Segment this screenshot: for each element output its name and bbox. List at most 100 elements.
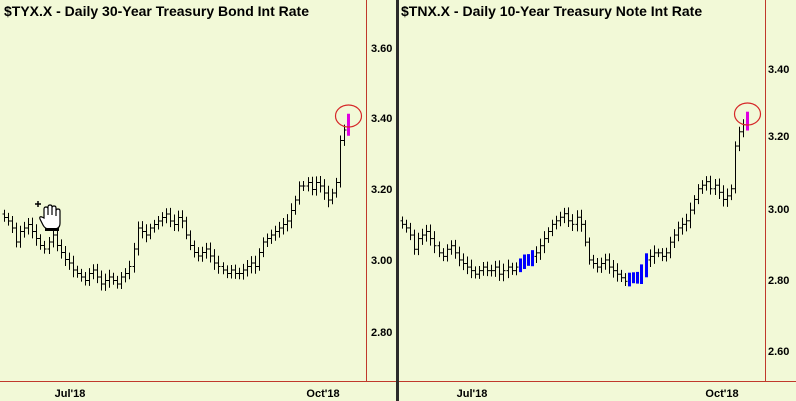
tyx-ohlc-bar (233, 264, 238, 279)
tyx-ohlc-bar (342, 124, 347, 146)
tyx-ohlc-bar (212, 249, 217, 270)
tnx-ohlc-bar (721, 185, 726, 207)
tnx-price-bars (400, 102, 762, 287)
tnx-ohlc-bar (583, 220, 588, 247)
tyx-ohlc-bar (63, 245, 68, 267)
tyx-ohlc-bar (318, 175, 323, 193)
tnx-ohlc-bar (623, 273, 628, 286)
tnx-ohlc-bar (501, 263, 506, 282)
tnx-ohlc-bar (432, 231, 437, 254)
tnx-ohlc-bar (717, 178, 722, 199)
tnx-ohlc-bar (416, 232, 421, 256)
tnx-ytick-label: 3.40 (768, 64, 789, 76)
tyx-ohlc-bar (204, 242, 209, 259)
tnx-ohlc-bar (676, 221, 681, 242)
tnx-ohlc-bar (445, 244, 450, 262)
tnx-ohlc-bar (688, 202, 693, 229)
tnx-ohlc-bar (684, 213, 689, 232)
tnx-ohlc-bar (591, 254, 596, 269)
tyx-ohlc-bar (148, 223, 153, 240)
tnx-ohlc-bar (672, 229, 677, 249)
tyx-ohlc-bar (338, 135, 343, 188)
tyx-ohlc-bar (18, 225, 23, 248)
tnx-ohlc-bar (607, 253, 612, 274)
tnx-ohlc-bar (700, 180, 705, 194)
tyx-ohlc-bar (10, 216, 15, 233)
tyx-ohlc-bar (322, 179, 327, 200)
tnx-ohlc-bar (404, 219, 409, 233)
tnx-ohlc-bar (566, 207, 571, 228)
tnx-ohlc-bar (485, 261, 490, 277)
tyx-ohlc-bar (51, 229, 56, 248)
tnx-ohlc-bar (652, 245, 657, 264)
tnx-ohlc-bar (595, 258, 600, 273)
tyx-ohlc-bar (140, 221, 145, 239)
tnx-ohlc-bar (481, 262, 486, 276)
tyx-ohlc-bar (208, 242, 213, 263)
tnx-ohlc-bar (725, 188, 730, 207)
tyx-ohlc-bar (229, 265, 234, 279)
tnx-ohlc-bar (420, 228, 425, 245)
tyx-ohlc-bar (172, 214, 177, 232)
tyx-ohlc-bar (71, 255, 76, 278)
tnx-ohlc-bar (562, 207, 567, 224)
tnx-ohlc-bar (473, 266, 478, 279)
tyx-ohlc-bar (196, 247, 201, 262)
tyx-ohlc-bar (192, 240, 197, 258)
tnx-ohlc-bar (469, 259, 474, 279)
tnx-ohlc-bar (489, 264, 494, 277)
tyx-ohlc-bar (310, 176, 315, 196)
tyx-ohlc-bar (99, 270, 104, 291)
cursor-hand-icon (35, 201, 61, 231)
tnx-ohlc-bar (408, 222, 413, 241)
tyx-ohlc-bar (87, 268, 92, 286)
tyx-ohlc-bar (314, 176, 319, 196)
tyx-ohlc-bar (2, 209, 7, 222)
tnx-ohlc-bar (510, 262, 515, 275)
tyx-ohlc-bar (253, 255, 258, 274)
tyx-ohlc-bar (132, 242, 137, 273)
tyx-ohlc-bar (30, 217, 35, 239)
tnx-ohlc-bar (737, 126, 742, 152)
tyx-ohlc-bar (297, 181, 302, 205)
tnx-xtick-label: Oct'18 (705, 388, 738, 400)
tyx-time-axis: Jul'18 Oct'18 (55, 388, 340, 400)
tyx-ohlc-bar (306, 177, 311, 192)
tnx-ohlc-bar (437, 241, 442, 258)
tnx-ohlc-bar (696, 184, 701, 205)
tnx-ohlc-bar (477, 265, 482, 279)
tnx-ohlc-bar (550, 219, 555, 237)
tnx-ohlc-bar (457, 246, 462, 267)
tnx-ohlc-bar (534, 246, 539, 264)
tyx-xtick-label: Jul'18 (55, 388, 86, 400)
tyx-ohlc-bar (42, 240, 47, 254)
tyx-ohlc-bar (277, 221, 282, 238)
tnx-ohlc-bar (664, 247, 669, 262)
tyx-ohlc-bar (261, 237, 266, 258)
tnx-ytick-label: 2.80 (768, 275, 789, 287)
tnx-ohlc-bar (453, 239, 458, 259)
tnx-ohlc-bar (493, 260, 498, 277)
tyx-ohlc-bar (156, 216, 161, 230)
tyx-ohlc-bar (26, 217, 31, 235)
tyx-ohlc-bar (22, 221, 27, 238)
tnx-ohlc-bar (668, 236, 673, 259)
tyx-ohlc-bar (136, 221, 141, 256)
tyx-ohlc-bar (83, 272, 88, 286)
tnx-ohlc-bar (713, 178, 718, 196)
tyx-ohlc-bar (115, 275, 120, 289)
tyx-ohlc-bar (269, 229, 274, 244)
tyx-ohlc-bar (245, 259, 250, 277)
tyx-ytick-label: 3.60 (371, 43, 392, 55)
tnx-chart-title: $TNX.X - Daily 10-Year Treasury Note Int… (401, 3, 702, 19)
tnx-ohlc-bar (542, 231, 547, 254)
tnx-ohlc-bar (708, 175, 713, 195)
tnx-ohlc-bar (449, 240, 454, 255)
tnx-ohlc-bar (575, 210, 580, 232)
tyx-ohlc-bar (293, 195, 298, 215)
tnx-ytick-label: 3.00 (768, 204, 789, 216)
tyx-ohlc-bar (127, 260, 132, 280)
tyx-highlight-circle (334, 104, 363, 128)
tyx-ohlc-bar (334, 177, 339, 198)
